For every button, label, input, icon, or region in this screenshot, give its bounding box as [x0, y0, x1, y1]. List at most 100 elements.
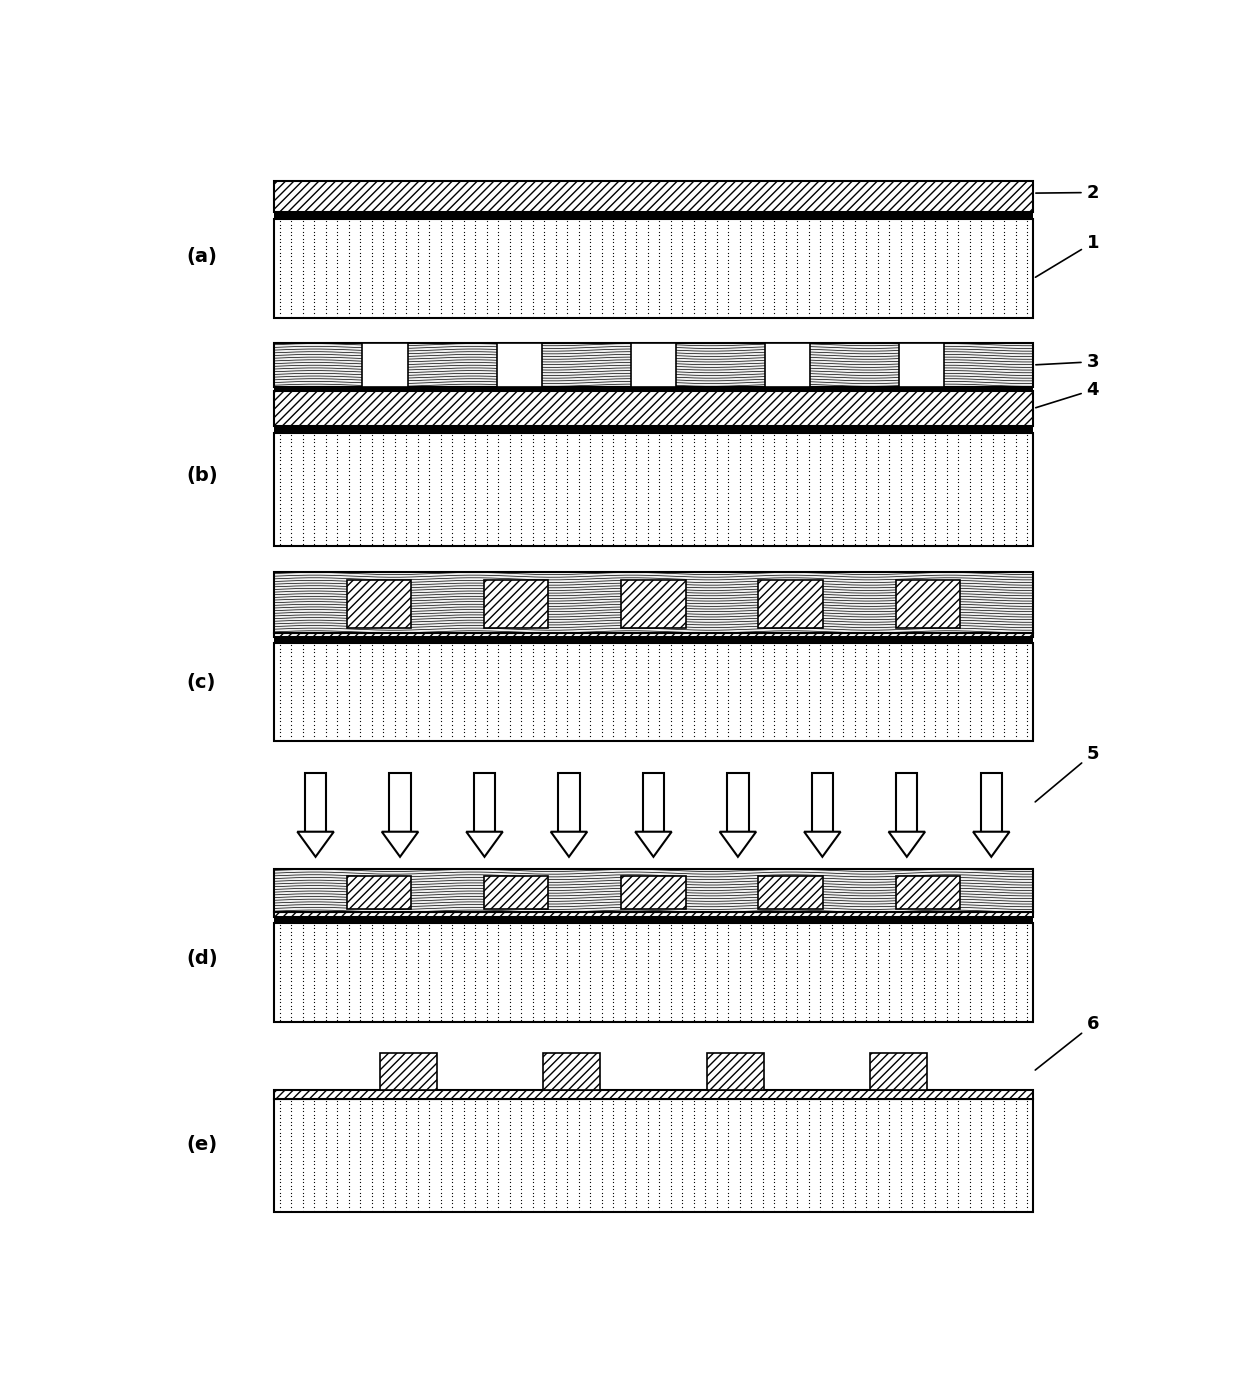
Point [913, 1121, 933, 1143]
Point [879, 431, 899, 453]
Point [799, 925, 819, 947]
Point [420, 1009, 440, 1030]
Point [511, 1195, 531, 1217]
Point [384, 507, 404, 529]
Point [1006, 489, 1026, 511]
Point [638, 260, 658, 282]
Point [868, 256, 888, 278]
Point [350, 974, 371, 996]
Point [270, 298, 290, 320]
Point [638, 949, 658, 971]
Point [592, 235, 612, 257]
Point [465, 999, 485, 1021]
Point [442, 984, 462, 1006]
Point [672, 644, 692, 666]
Point [545, 710, 565, 732]
Point [741, 1128, 761, 1150]
Point [730, 221, 750, 243]
Point [638, 467, 658, 489]
Point [580, 260, 600, 282]
Point [315, 526, 335, 548]
Point [718, 489, 739, 511]
Point [627, 246, 647, 268]
Point [891, 974, 911, 996]
Point [534, 298, 554, 320]
Point [489, 464, 509, 486]
Point [431, 291, 451, 313]
Point [281, 1186, 301, 1208]
Point [971, 493, 991, 515]
Point [603, 475, 623, 497]
Point [465, 1168, 485, 1190]
Point [396, 697, 416, 719]
Point [649, 298, 669, 320]
Point [868, 988, 888, 1010]
Point [718, 710, 739, 732]
Point [741, 493, 761, 515]
Point [1006, 464, 1026, 486]
Point [937, 981, 957, 1003]
Point [799, 984, 819, 1006]
Point [764, 427, 784, 449]
Point [500, 934, 520, 956]
Point [500, 1128, 520, 1150]
Point [339, 1096, 359, 1118]
Point [580, 256, 600, 278]
Point [707, 1139, 727, 1161]
Point [339, 280, 359, 302]
Point [695, 660, 715, 682]
Point [971, 635, 991, 657]
Point [971, 932, 991, 954]
Point [764, 992, 784, 1014]
Point [948, 1186, 968, 1208]
Point [511, 703, 531, 725]
Point [752, 649, 772, 671]
Point [857, 224, 877, 246]
Point [420, 221, 440, 243]
Point [293, 298, 313, 320]
Point [522, 1153, 543, 1175]
Point [718, 635, 739, 657]
Point [764, 1107, 784, 1129]
Point [327, 210, 347, 232]
Point [315, 1118, 335, 1140]
Point [937, 967, 957, 989]
Point [902, 992, 922, 1014]
Point [752, 1125, 772, 1147]
Point [373, 956, 393, 978]
Point [592, 522, 612, 544]
Point [948, 1002, 968, 1024]
Point [384, 1096, 404, 1118]
Point [362, 925, 382, 947]
Point [879, 725, 899, 747]
Point [788, 945, 808, 967]
Point [926, 974, 946, 996]
Point [638, 945, 658, 967]
Point [638, 635, 658, 657]
Point [741, 916, 761, 938]
Point [304, 256, 324, 278]
Point [534, 914, 554, 936]
Point [810, 267, 830, 289]
Point [315, 686, 335, 708]
Point [891, 660, 911, 682]
Point [672, 710, 692, 732]
Point [868, 692, 888, 714]
Point [971, 1146, 991, 1168]
Point [603, 425, 623, 447]
Point [661, 1200, 681, 1221]
Point [764, 493, 784, 515]
Point [948, 271, 968, 293]
Point [489, 1096, 509, 1118]
Point [614, 1139, 634, 1161]
Point [339, 938, 359, 960]
Point [683, 1118, 703, 1140]
Point [764, 231, 784, 253]
Point [545, 644, 565, 666]
Point [522, 1161, 543, 1183]
Point [373, 703, 393, 725]
Point [948, 1179, 968, 1201]
Point [304, 1101, 324, 1123]
Point [558, 427, 578, 449]
Point [821, 992, 842, 1014]
